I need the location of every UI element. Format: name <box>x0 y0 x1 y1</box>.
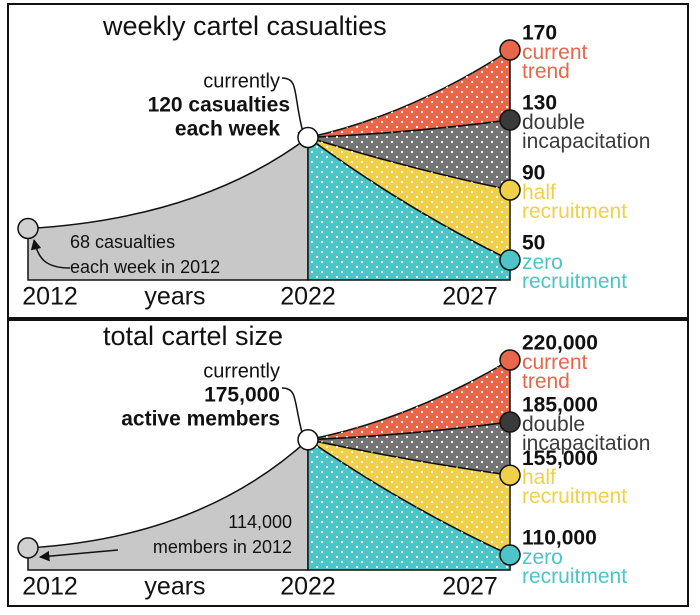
scenario-name: zero recruitment <box>522 546 628 588</box>
dot-pattern <box>308 439 510 570</box>
dot-pattern <box>308 422 510 476</box>
current-lead: currently <box>203 360 280 382</box>
value-label: 50 <box>522 232 545 255</box>
scenario-name: half recruitment <box>522 181 628 223</box>
scenario-marker <box>499 179 521 201</box>
x-tick-label: 2022 <box>280 573 336 601</box>
scenario-name: current trend <box>522 41 588 83</box>
start-annotation: 114,000 <box>228 512 292 532</box>
current-annotation: 175,000 <box>204 384 280 407</box>
dot-pattern <box>308 439 510 555</box>
value-label: 130 <box>522 92 557 115</box>
history-area <box>27 136 309 281</box>
dot-pattern <box>308 360 510 440</box>
value-label: 220,000 <box>522 332 598 355</box>
start-marker <box>17 537 39 559</box>
current-annotation: each week <box>175 118 280 141</box>
value-label: 185,000 <box>522 394 598 417</box>
start-marker <box>17 217 39 240</box>
dot-pattern <box>308 120 510 190</box>
value-label: 90 <box>522 162 545 185</box>
scenario-name: double incapacitation <box>522 111 651 153</box>
scenario-marker <box>499 544 521 566</box>
scenario-marker <box>499 349 521 371</box>
scenario-marker <box>499 109 521 131</box>
scenario-name: current trend <box>522 351 588 393</box>
x-tick-label: 2027 <box>442 283 498 311</box>
annotation-arrow <box>38 549 119 562</box>
current-marker <box>297 429 319 451</box>
start-annotation: each week in 2012 <box>70 257 220 277</box>
scenario-marker <box>499 464 521 486</box>
scenario-name: half recruitment <box>522 466 628 509</box>
x-tick-label: 2027 <box>442 573 498 601</box>
history-area <box>27 438 309 571</box>
chart-title: weekly cartel casualties <box>102 11 387 41</box>
scenario-name: zero recruitment <box>522 251 628 293</box>
annotation-arrow <box>30 238 71 269</box>
value-label: 170 <box>522 22 557 45</box>
dot-pattern <box>308 137 510 260</box>
current-marker <box>297 126 319 149</box>
chart-title: total cartel size <box>103 321 283 351</box>
current-annotation: 120 casualties <box>148 94 290 117</box>
dot-pattern <box>308 137 510 280</box>
x-tick-label: 2012 <box>22 283 78 311</box>
panel-border <box>7 3 689 319</box>
start-annotation: 68 casualties <box>70 232 175 252</box>
dot-pattern <box>308 50 510 138</box>
panel-border <box>7 319 689 607</box>
value-label: 155,000 <box>522 447 598 470</box>
current-annotation: active members <box>121 408 280 431</box>
x-tick-label: 2022 <box>280 283 336 311</box>
current-lead: currently <box>203 70 280 92</box>
scenario-marker <box>499 411 521 433</box>
scenario-name: double incapacitation <box>522 413 651 456</box>
x-tick-label: 2012 <box>22 573 78 601</box>
annotation-arrow <box>281 77 308 142</box>
scenario-marker <box>499 249 521 271</box>
x-axis-label: years <box>144 283 205 311</box>
scenario-marker <box>499 39 521 61</box>
start-annotation: members in 2012 <box>153 537 292 557</box>
value-label: 110,000 <box>522 527 597 550</box>
x-axis-label: years <box>144 573 205 601</box>
